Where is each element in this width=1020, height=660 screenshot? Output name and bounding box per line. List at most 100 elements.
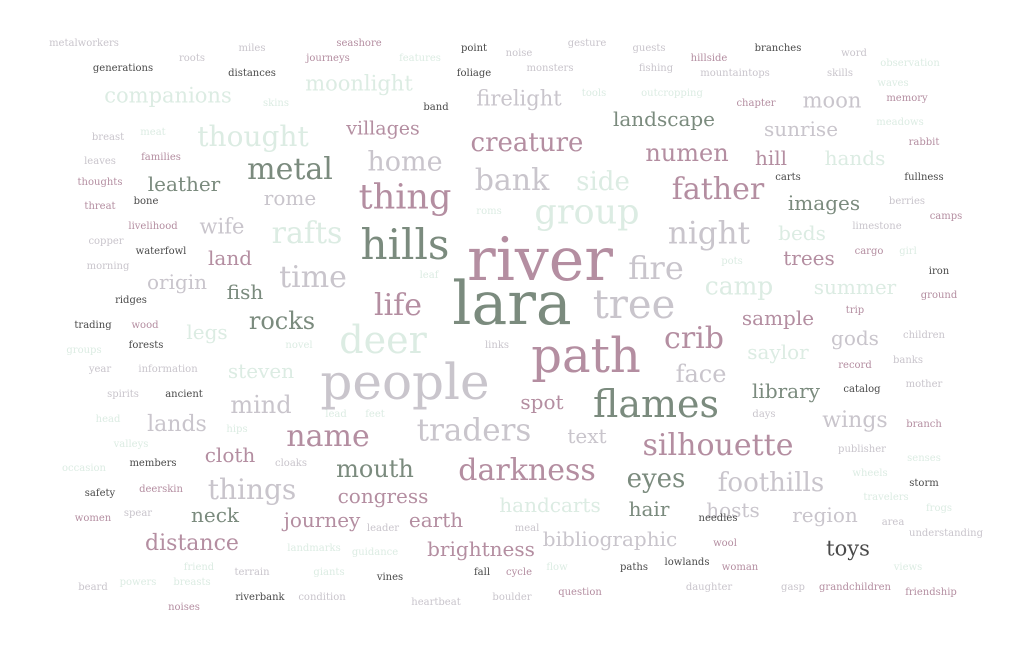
cloud-word: path [531,328,641,384]
cloud-word: copper [88,236,124,247]
cloud-word: views [893,562,923,573]
cloud-word: iron [928,266,950,277]
cloud-word: safety [84,488,116,499]
cloud-word: flow [546,562,568,573]
cloud-word: face [675,360,727,388]
cloud-word: wife [199,214,245,239]
cloud-word: condition [298,592,346,603]
cloud-word: mountaintops [700,68,770,79]
cloud-word: valleys [113,439,149,450]
cloud-word: paths [620,562,648,573]
cloud-word: landscape [612,107,716,131]
cloud-word: neck [190,503,240,527]
cloud-word: pots [721,256,743,267]
cloud-word: moonlight [305,71,413,96]
cloud-word: needles [698,513,738,524]
cloud-word: skins [263,98,289,109]
cloud-word: camp [704,271,774,301]
cloud-word: moon [802,88,862,113]
cloud-word: morning [86,261,130,272]
cloud-word: chapter [736,98,776,109]
cloud-word: leather [147,172,221,196]
cloud-word: senses [907,453,941,464]
cloud-word: foothills [717,468,825,498]
cloud-word: carts [775,172,801,183]
cloud-word: wings [822,408,888,433]
cloud-word: vines [376,572,404,583]
cloud-word: outcropping [641,88,703,99]
cloud-word: flames [592,382,720,426]
cloud-word: journey [283,508,361,532]
cloud-word: side [576,167,630,197]
cloud-word: terrain [234,567,270,578]
cloud-word: hips [226,424,248,435]
cloud-word: leader [366,523,400,534]
cloud-word: meat [140,127,166,138]
cloud-word: seashore [336,38,382,49]
cloud-word: skills [827,68,853,79]
cloud-word: publisher [838,444,886,455]
cloud-word: deer [339,318,427,362]
cloud-word: waves [877,78,909,89]
cloud-word: hands [824,146,886,170]
cloud-word: companions [104,83,232,108]
cloud-word: links [484,340,510,351]
cloud-word: cloaks [275,458,307,469]
cloud-word: mother [905,379,943,390]
cloud-word: brightness [427,537,535,561]
cloud-word: darkness [458,453,596,488]
cloud-word: bone [133,196,159,207]
cloud-word: memory [886,93,928,104]
cloud-word: roots [179,53,205,64]
cloud-word: toys [826,536,870,561]
cloud-word: rabbit [908,137,940,148]
cloud-word: meal [514,523,540,534]
cloud-word: gasp [781,582,805,593]
cloud-word: children [903,330,945,341]
cloud-word: observation [880,58,940,69]
cloud-word: limestone [852,221,902,232]
cloud-word: bank [474,163,550,198]
cloud-word: powers [119,577,157,588]
cloud-word: handcarts [499,493,601,517]
cloud-word: feet [365,409,385,420]
cloud-word: name [286,419,370,454]
cloud-word: lara [452,269,572,339]
cloud-word: deerskin [139,484,183,495]
cloud-word: monsters [526,63,574,74]
cloud-word: generations [92,63,154,74]
cloud-word: members [129,458,177,469]
cloud-word: women [74,513,112,524]
cloud-word: hosts [706,498,760,522]
cloud-word: noises [168,602,200,613]
cloud-word: foliage [456,68,492,79]
cloud-word: boulder [492,592,532,603]
cloud-word: head [95,414,121,425]
cloud-word: steven [227,359,295,383]
cloud-word: groups [66,345,102,356]
cloud-word: fire [628,249,684,287]
cloud-word: ancient [165,389,203,400]
cloud-word: waterfowl [135,246,187,257]
cloud-word: branch [906,419,942,430]
cloud-word: saylor [747,340,809,364]
cloud-word: spirits [107,389,139,400]
cloud-word: berries [888,196,926,207]
cloud-word: fall [473,567,491,578]
cloud-word: home [367,146,443,178]
cloud-word: sunrise [763,117,839,141]
cloud-word: cloth [204,443,256,467]
cloud-word: girl [899,246,917,257]
cloud-word: guidance [351,547,399,558]
cloud-word: spot [520,390,564,414]
cloud-word: miles [238,43,266,54]
cloud-word: spear [123,508,153,519]
cloud-word: threat [84,201,116,212]
cloud-word: bibliographic [542,527,678,551]
cloud-word: sample [741,306,815,330]
cloud-word: roms [476,206,502,217]
cloud-word: occasion [62,463,106,474]
cloud-word: traders [416,412,532,449]
cloud-word: trip [845,305,865,316]
cloud-word: tools [581,88,607,99]
